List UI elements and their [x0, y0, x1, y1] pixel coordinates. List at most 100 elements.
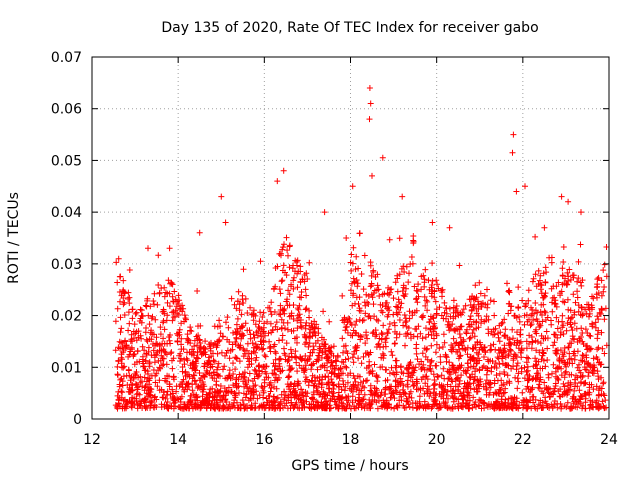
data-point [579, 277, 586, 284]
data-point [501, 316, 508, 323]
data-point [354, 280, 361, 287]
data-point [286, 291, 293, 298]
data-point [341, 387, 348, 394]
data-point [175, 332, 181, 339]
data-point [457, 323, 464, 330]
data-point [167, 391, 174, 398]
data-point [573, 325, 580, 332]
data-point [152, 316, 159, 323]
data-point [562, 370, 569, 376]
data-point [455, 365, 462, 372]
data-point [399, 193, 406, 200]
data-point [406, 390, 413, 397]
data-point [260, 401, 267, 408]
data-point [464, 360, 471, 367]
data-point [590, 355, 597, 362]
data-point [248, 361, 255, 367]
data-point [121, 312, 128, 318]
data-point [379, 350, 386, 357]
data-point [348, 321, 355, 328]
data-point [150, 367, 157, 373]
data-point [578, 393, 585, 400]
data-point [571, 387, 578, 394]
data-point [382, 366, 389, 373]
data-point [356, 398, 363, 405]
data-point [170, 374, 177, 381]
data-point [433, 401, 440, 408]
data-point [421, 279, 428, 286]
data-point [355, 381, 362, 388]
data-point [560, 380, 567, 387]
data-point [246, 370, 253, 377]
data-point [383, 402, 390, 409]
data-point [481, 400, 488, 406]
data-point [252, 321, 259, 328]
data-point [334, 352, 341, 359]
data-point [120, 349, 126, 356]
data-point [374, 405, 381, 412]
data-point [124, 399, 131, 406]
data-point [578, 379, 585, 385]
data-point [189, 381, 196, 388]
data-point [572, 396, 579, 403]
data-point [406, 270, 412, 277]
data-point [410, 333, 417, 340]
data-point [141, 374, 148, 381]
data-point [601, 284, 608, 290]
data-point [335, 389, 342, 396]
data-point [586, 389, 593, 396]
data-point [559, 312, 566, 319]
data-point [550, 361, 557, 368]
data-point [136, 358, 143, 365]
data-point [298, 294, 305, 301]
data-point [148, 397, 155, 404]
data-point [505, 288, 512, 295]
data-point [574, 374, 581, 381]
data-point [281, 395, 288, 401]
data-point [587, 333, 594, 340]
data-point [491, 312, 498, 319]
data-point [162, 289, 169, 296]
data-point [595, 344, 602, 351]
data-point [558, 372, 565, 379]
data-point [365, 293, 372, 299]
data-point [233, 305, 240, 312]
data-point [256, 392, 263, 399]
data-point [455, 396, 462, 403]
data-point [261, 352, 268, 359]
data-point [149, 313, 156, 320]
data-point [409, 309, 416, 316]
data-point [453, 325, 460, 332]
data-point [141, 347, 148, 354]
data-point [510, 355, 517, 362]
data-point [139, 313, 146, 320]
data-point [570, 350, 577, 357]
data-point [544, 345, 551, 352]
data-point [504, 372, 511, 379]
data-point [586, 381, 593, 388]
data-point [532, 300, 539, 306]
data-point [133, 328, 140, 335]
data-point [189, 365, 196, 372]
data-point [567, 315, 574, 322]
data-point [262, 363, 269, 370]
data-point [400, 322, 407, 329]
data-point [466, 296, 473, 303]
data-point [356, 230, 363, 237]
data-point [220, 392, 227, 399]
data-point [450, 394, 456, 401]
data-point [255, 367, 262, 374]
data-point [350, 290, 357, 297]
data-point [360, 353, 367, 360]
data-point [314, 366, 321, 373]
data-point [137, 373, 144, 380]
data-point [387, 289, 394, 296]
data-point [322, 373, 329, 380]
data-point [443, 353, 449, 360]
data-point [446, 369, 453, 376]
data-point [256, 372, 262, 379]
data-point [579, 338, 586, 345]
data-point [431, 335, 437, 342]
data-point [405, 325, 412, 331]
data-point [186, 373, 193, 380]
